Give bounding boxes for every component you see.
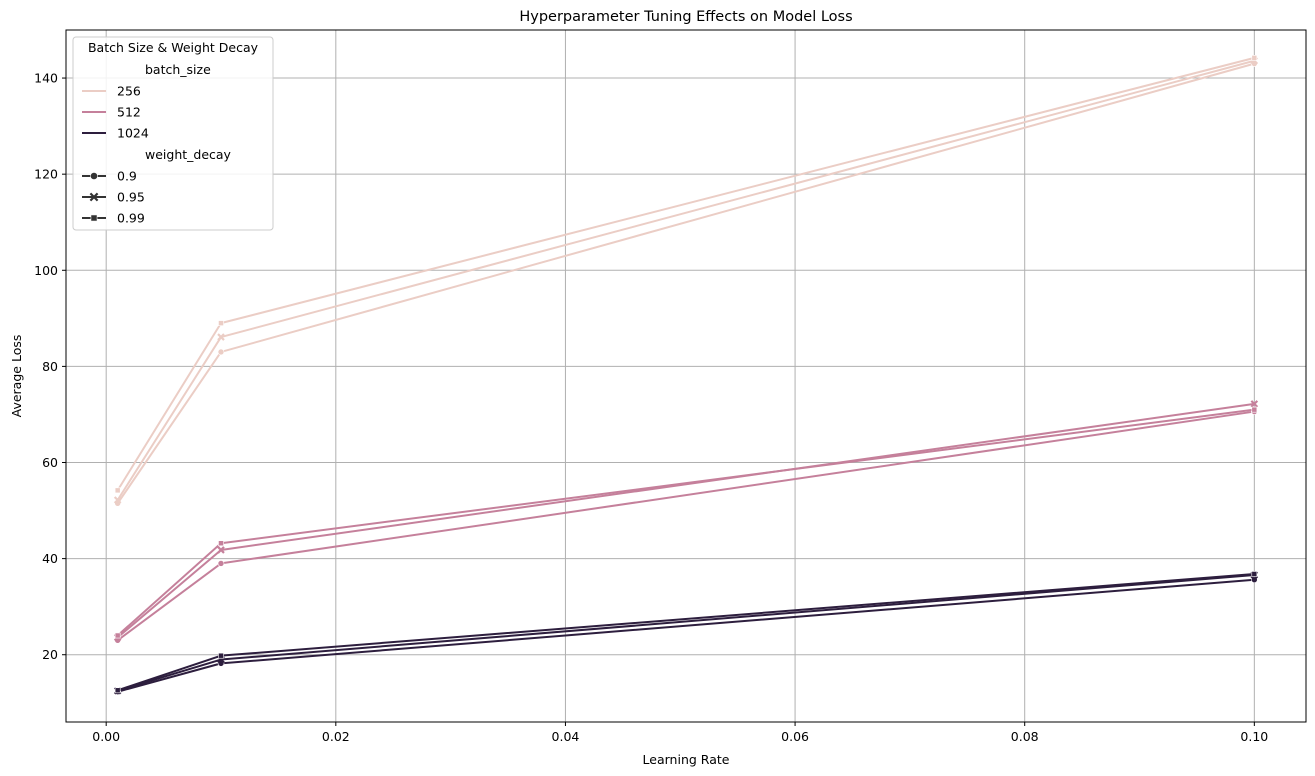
data-point [114,487,121,494]
y-tick-label: 100 [34,263,58,278]
legend-hue-label: 256 [117,84,141,99]
legend-style-marker [89,192,99,202]
y-tick-label: 120 [34,167,58,182]
series-line [117,402,1255,639]
legend-frame [72,36,274,231]
data-point [1251,406,1258,413]
legend-hue-label: 512 [117,105,141,120]
x-tick-label: 0.00 [92,729,120,744]
legend: Batch Size & Weight Decay batch_size 256… [72,36,274,231]
data-point [217,546,225,554]
plot-frame [65,29,1307,723]
x-tick-label: 0.06 [781,729,809,744]
y-tick-label: 20 [42,647,58,662]
series-line [117,578,1255,693]
data-point [218,652,224,659]
data-point [114,687,121,694]
legend-style-label: 0.99 [117,211,145,226]
series-line [117,573,1255,692]
y-axis-label: Average Loss [9,335,24,418]
tick-layer: 0.00 0.02 0.04 0.06 0.08 0.10 20 40 60 80 100 120 14… [34,71,1268,744]
x-tick-label: 0.04 [552,729,580,744]
y-tick-label: 40 [42,551,58,566]
data-point [1251,55,1258,61]
series-line [116,56,1255,491]
data-point [1250,400,1259,408]
legend-hue-label: 1024 [117,126,149,141]
data-point [113,496,122,504]
y-tick-label: 80 [42,359,58,374]
legend-title: Batch Size & Weight Decay [88,40,259,55]
data-point [217,333,225,341]
series-line [117,408,1255,637]
series-line [117,410,1255,642]
data-point [217,560,225,567]
x-tick-label: 0.08 [1011,729,1039,744]
data-point [218,320,224,326]
legend-style-title: weight_decay [145,147,232,162]
legend-style-entries: 0.9 0.95 0.99 [82,169,145,226]
legend-hue-title: batch_size [145,62,211,77]
legend-style-label: 0.95 [117,190,145,205]
legend-hue-entries: 256 512 1024 [82,84,149,141]
legend-style-marker [90,172,98,180]
data-point [1251,571,1258,577]
x-axis-label: Learning Rate [643,752,730,767]
legend-style-label: 0.9 [117,169,137,184]
y-tick-label: 140 [34,71,58,86]
data-point [218,540,224,547]
y-tick-label: 60 [42,455,58,470]
x-tick-label: 0.02 [322,729,350,744]
data-point [114,632,121,639]
legend-style-marker [90,214,98,222]
x-tick-label: 0.10 [1240,729,1268,744]
series-line [117,572,1255,692]
data-point [217,348,225,356]
chart-title: Hyperparameter Tuning Effects on Model L… [519,9,852,25]
series-layer [113,55,1259,696]
series-line [116,59,1255,501]
